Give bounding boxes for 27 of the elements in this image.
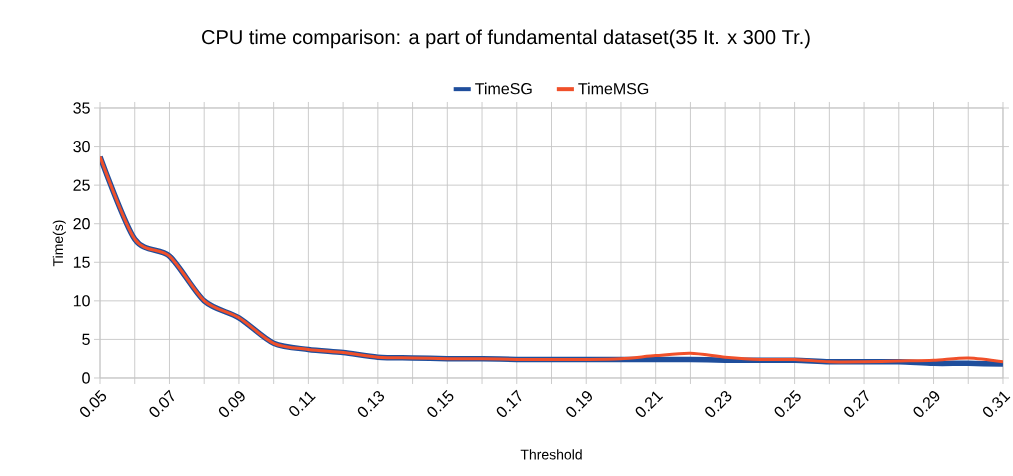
x-tick-label: 0.21 — [635, 391, 664, 417]
x-axis-title: Threshold — [520, 449, 582, 460]
chart-title: CPU time comparison: a part of fundamental dataset(35 It. x 300 Tr.) — [202, 29, 810, 49]
x-tick-label: 0.13 — [357, 390, 385, 417]
y-tick-label: 10 — [73, 295, 90, 307]
x-tick-label: 0.07 — [149, 389, 175, 417]
y-tick-label: 15 — [73, 256, 90, 268]
legend-label: TimeSG — [475, 82, 532, 95]
x-tick-label: 0.25 — [774, 390, 801, 417]
x-tick-label: 0.15 — [427, 390, 454, 417]
x-tick-label: 0.05 — [80, 390, 107, 417]
y-tick-label: 35 — [73, 102, 90, 114]
y-tick-label: 20 — [73, 218, 90, 230]
x-tick-label: 0.23 — [705, 390, 732, 417]
legend-label: TimeMSG — [578, 82, 649, 95]
x-tick-label: 0.29 — [913, 391, 940, 417]
x-tick-label: 0.09 — [218, 391, 245, 417]
x-tick-label: 0.11 — [289, 391, 316, 417]
x-tick-label: 0.19 — [566, 391, 592, 417]
y-tick-label: 0 — [82, 372, 90, 384]
x-tick-label: 0.31 — [983, 391, 1011, 417]
y-tick-label: 30 — [73, 140, 90, 153]
y-axis-title: Time(s) — [52, 220, 66, 267]
x-tick-label: 0.27 — [844, 389, 869, 417]
x-tick-label: 0.17 — [496, 389, 522, 417]
y-tick-label: 5 — [82, 333, 90, 345]
y-tick-label: 25 — [73, 179, 90, 191]
